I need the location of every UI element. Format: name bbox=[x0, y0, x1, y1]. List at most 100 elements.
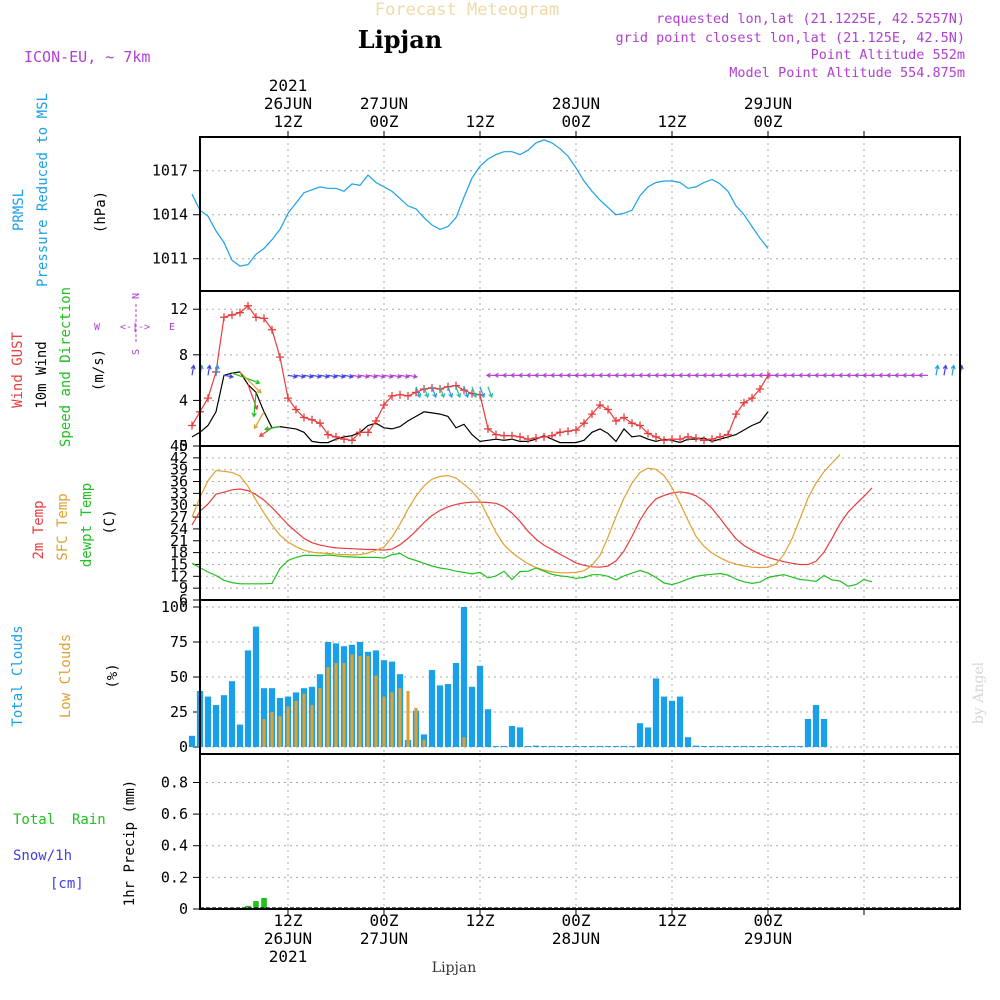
temperature-grid bbox=[200, 446, 960, 600]
credit-watermark: by Angel bbox=[971, 661, 987, 724]
low-cloud-bar bbox=[366, 656, 370, 747]
total-cloud-bar bbox=[516, 727, 524, 747]
temperature-ytick-label: 36 bbox=[170, 473, 188, 491]
wind-arrow-head bbox=[909, 372, 915, 378]
wind-arrow-head bbox=[757, 372, 763, 378]
gust-marker bbox=[228, 310, 236, 319]
wind-arrow-head bbox=[251, 412, 257, 418]
temp-sfc-line bbox=[191, 454, 841, 574]
total-cloud-bar bbox=[748, 746, 756, 747]
time-label: 00Z bbox=[562, 911, 591, 930]
gust-marker bbox=[420, 385, 428, 394]
low-cloud-bar bbox=[422, 740, 426, 747]
wind-arrow-head bbox=[424, 393, 430, 399]
total-cloud-bar bbox=[252, 626, 260, 747]
wind-arrow-head bbox=[685, 372, 691, 378]
temperature-ytick-label: 18 bbox=[170, 544, 188, 562]
wind-arrow-head bbox=[581, 372, 587, 378]
gust-marker bbox=[572, 426, 580, 435]
wind-arrow-head bbox=[541, 372, 547, 378]
total-cloud-bar bbox=[460, 607, 468, 747]
gust-marker bbox=[620, 413, 628, 422]
wind-arrow-head bbox=[332, 373, 339, 379]
wind-arrow-head bbox=[549, 372, 555, 378]
wind-arrow-head bbox=[340, 373, 347, 379]
gust-marker bbox=[580, 419, 588, 428]
temperature-ytick-label: 30 bbox=[170, 496, 188, 514]
temp-dewpt-line bbox=[191, 552, 873, 587]
gust-marker bbox=[388, 391, 396, 400]
wind-arrow bbox=[223, 374, 233, 378]
total-cloud-bar bbox=[716, 746, 724, 747]
gust-marker bbox=[636, 421, 644, 430]
gust-marker bbox=[668, 435, 676, 444]
wind-arrow-head bbox=[364, 373, 371, 379]
wind-arrow-head bbox=[733, 372, 739, 378]
gust-marker bbox=[596, 400, 604, 409]
wind-arrow-head bbox=[869, 372, 875, 378]
wind-arrow-head bbox=[300, 373, 307, 379]
gust-marker bbox=[492, 430, 500, 439]
forecast-title: Forecast Meteogram bbox=[375, 0, 559, 20]
gust-marker bbox=[604, 405, 612, 414]
total-cloud-bar bbox=[788, 746, 796, 747]
time-label: 28JUN bbox=[552, 929, 600, 948]
total-cloud-bar bbox=[548, 746, 556, 747]
wind-arrow-head bbox=[480, 393, 486, 399]
precip-ytick-label: 0.2 bbox=[161, 868, 188, 886]
gust-marker bbox=[284, 394, 292, 403]
wind-arrow bbox=[319, 374, 329, 378]
total-cloud-bar bbox=[500, 746, 508, 747]
gust-marker bbox=[364, 428, 372, 437]
time-label: 29JUN bbox=[744, 929, 792, 948]
time-label: 12Z bbox=[658, 112, 687, 131]
gust-marker bbox=[652, 432, 660, 441]
wind-arrow-head bbox=[372, 373, 379, 379]
total-cloud-bar bbox=[620, 746, 628, 747]
wind-arrow bbox=[215, 365, 219, 376]
compass-w: W bbox=[94, 322, 101, 333]
wind-arrow bbox=[253, 392, 257, 417]
gust-marker bbox=[220, 313, 228, 322]
pressure-yticks: 1011 1014 1017 bbox=[152, 162, 200, 268]
gust-marker bbox=[324, 430, 332, 439]
wind-arrow-head bbox=[701, 372, 707, 378]
temperature-ytick-label: 27 bbox=[170, 508, 188, 526]
wind-arrow-head bbox=[693, 372, 699, 378]
wind-gust-line bbox=[191, 304, 769, 441]
wind-arrow-head bbox=[525, 372, 531, 378]
wind-arrow bbox=[415, 386, 421, 398]
wind-arrow-head bbox=[214, 364, 220, 370]
gust-marker bbox=[348, 436, 356, 445]
gust-marker bbox=[644, 429, 652, 438]
precip-panel: 1hr Precip (mm) Total Rain Snow/1h [cm] … bbox=[13, 753, 961, 918]
temperature-ytick-label: 12 bbox=[170, 567, 188, 585]
low-clouds-label: Low Clouds bbox=[58, 634, 74, 718]
wind-arrow-head bbox=[388, 373, 395, 379]
total-cloud-bar bbox=[708, 746, 716, 747]
wind-yticks: 0 4 8 12 bbox=[170, 300, 200, 455]
wind-arrow bbox=[407, 374, 417, 378]
wind-arrow-head bbox=[501, 372, 507, 378]
wind-arrow-head bbox=[845, 372, 851, 378]
time-label: 00Z bbox=[370, 911, 399, 930]
wind-arrow-head bbox=[416, 393, 422, 399]
gust-marker bbox=[308, 415, 316, 424]
wind-arrow bbox=[951, 365, 955, 376]
temperature-panel: 2m Temp SFC Temp dewpt Temp (C) 69121518… bbox=[31, 437, 961, 609]
wind-arrow-head bbox=[901, 372, 907, 378]
pressure-grid bbox=[200, 137, 960, 291]
low-cloud-bar bbox=[414, 707, 418, 747]
wind-arrow-head bbox=[412, 373, 419, 379]
gust-marker bbox=[372, 416, 380, 425]
wind-arrow bbox=[191, 365, 195, 376]
model-label: ICON-EU, ~ 7km bbox=[24, 48, 150, 66]
pressure-line bbox=[191, 139, 769, 267]
temperature-ytick-label: 15 bbox=[170, 555, 188, 573]
temperature-ytick-label: 39 bbox=[170, 461, 188, 479]
wind-arrow-head bbox=[741, 372, 747, 378]
wind-arrow-head bbox=[380, 373, 387, 379]
total-cloud-bar bbox=[468, 686, 476, 747]
